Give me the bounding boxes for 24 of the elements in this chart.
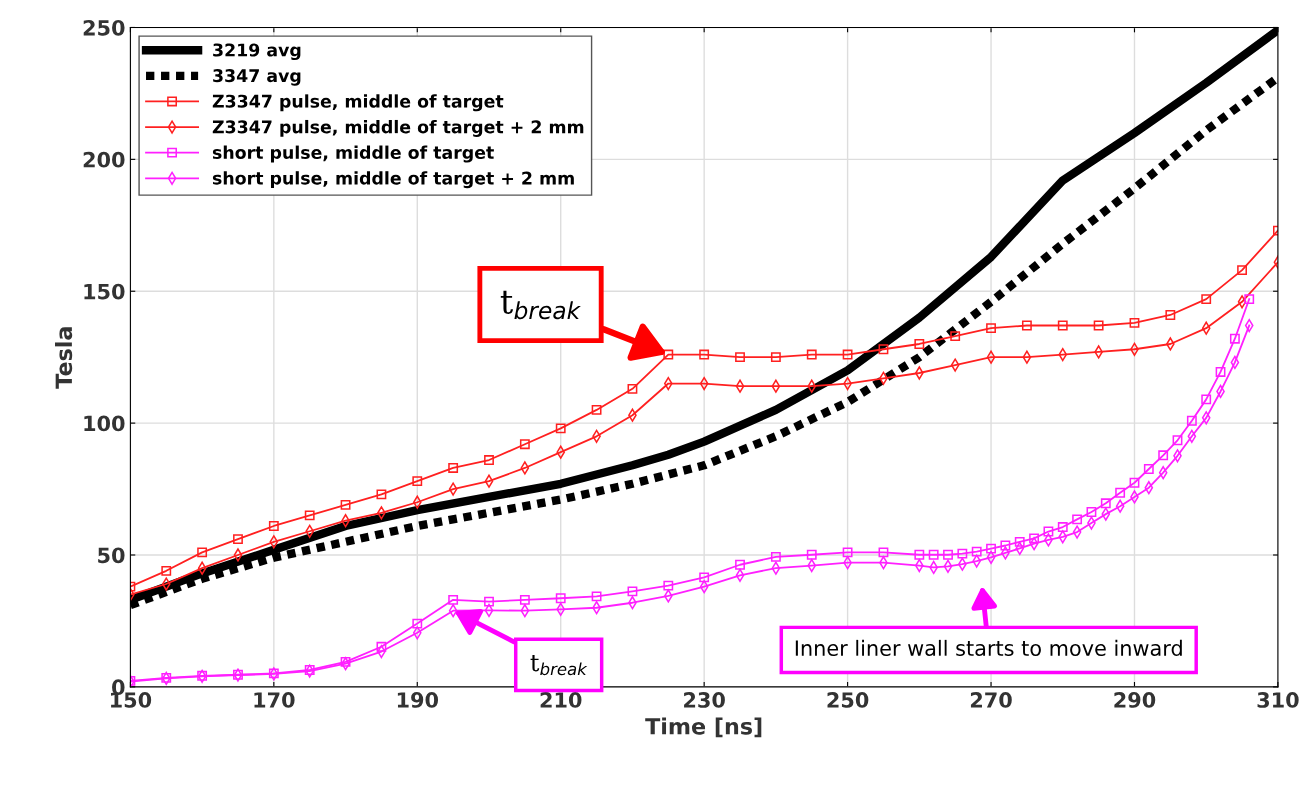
x-tick-label: 250 <box>827 692 869 708</box>
x-tick-label: 210 <box>540 692 582 708</box>
annotation: t$_{break}$ <box>500 290 581 320</box>
y-tick-label: 50 <box>98 547 125 564</box>
x-tick-label: 190 <box>397 692 439 708</box>
legend-label: short pulse, middle of target <box>212 145 494 163</box>
legend-label: 3347 avg <box>213 69 301 86</box>
y-tick-label: 150 <box>84 283 125 300</box>
legend-label: Z3347 pulse, middle of target + 2 mm <box>212 119 584 137</box>
y-axis-title: Tesla <box>54 327 73 389</box>
legend-label: 3219 avg <box>213 43 301 61</box>
x-tick-label: 170 <box>254 692 295 708</box>
annotation: t$_{break}$ <box>530 655 588 676</box>
y-tick-label: 100 <box>84 415 125 432</box>
annotation: Inner liner wall starts to move inward <box>795 639 1182 656</box>
x-tick-label: 230 <box>684 692 725 708</box>
x-tick-label: 270 <box>970 692 1012 708</box>
x-axis-title: Time [ns] <box>645 717 762 738</box>
y-tick-label: 200 <box>83 151 125 168</box>
x-tick-label: 310 <box>1257 692 1299 708</box>
legend-label: short pulse, middle of target + 2 mm <box>212 171 574 189</box>
y-tick-label: 250 <box>83 19 125 36</box>
legend-label: Z3347 pulse, middle of target <box>212 94 504 112</box>
x-tick-label: 290 <box>1114 692 1156 708</box>
